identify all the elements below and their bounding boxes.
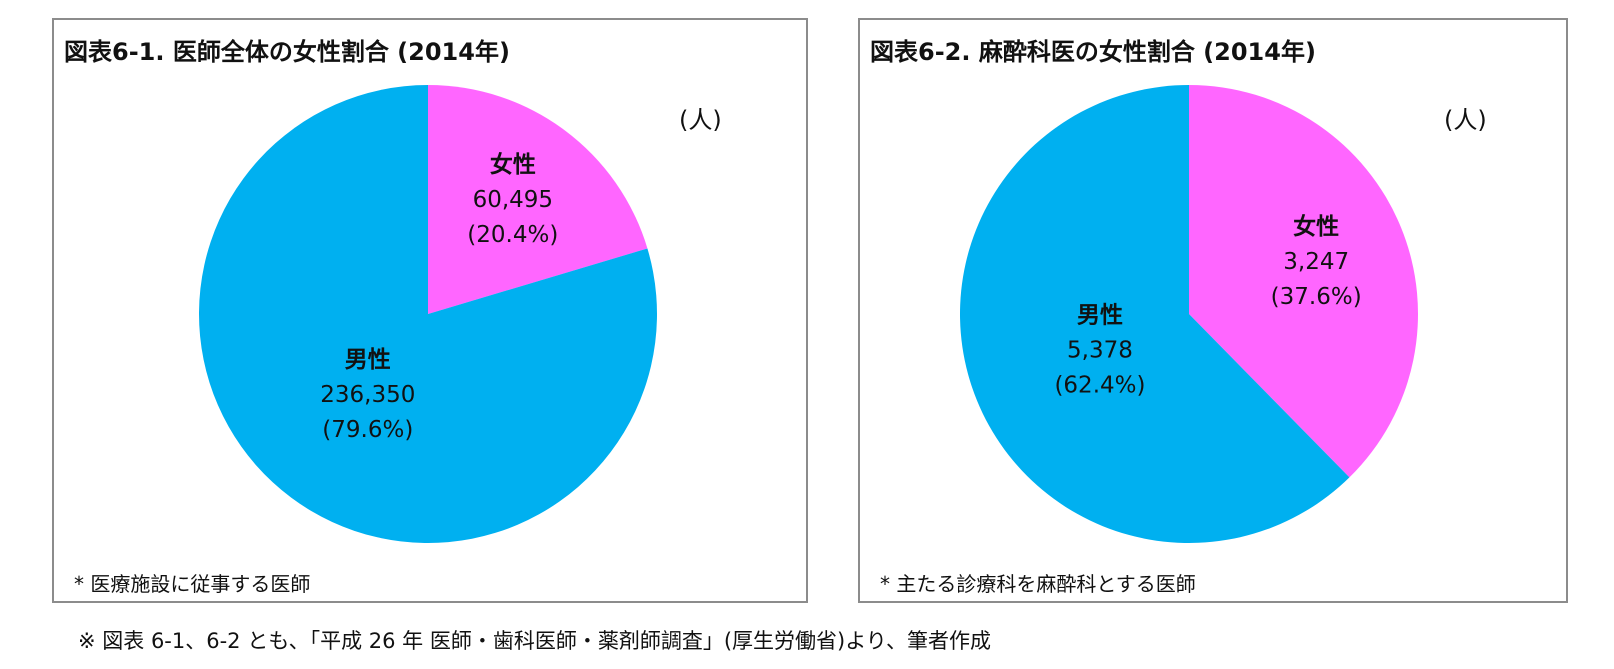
chart-title: 図表6-2. 麻酔科医の女性割合 (2014年)	[870, 38, 1316, 66]
pie-chart-1: 女性 60,495 (20.4%) 男性 236,350 (79.6%)	[199, 85, 657, 543]
slice-name-label: 男性	[1077, 302, 1123, 328]
chart-title: 図表6-1. 医師全体の女性割合 (2014年)	[64, 38, 510, 66]
pie-chart-2: 女性 3,247 (37.6%) 男性 5,378 (62.4%)	[960, 85, 1418, 543]
slice-name-label: 女性	[1293, 213, 1339, 240]
slice-percent-label: (37.6%)	[1271, 284, 1362, 310]
unit-label: (人)	[1444, 106, 1487, 134]
slice-name-label: 男性	[345, 347, 391, 373]
source-footnote: ※ 図表 6-1、6-2 とも、「平成 26 年 医師・歯科医師・薬剤師調査」(…	[78, 629, 991, 653]
chart-panel-2: 女性 3,247 (37.6%) 男性 5,378 (62.4%) 図表6-2. 麻酔科医…	[858, 18, 1568, 603]
pie-slice-male	[960, 85, 1350, 543]
unit-label: (人)	[679, 106, 722, 134]
pie-slice-female	[428, 85, 648, 314]
slice-name-label: 女性	[490, 151, 536, 178]
chart-note: * 主たる診療科を麻酔科とする医師	[880, 572, 1196, 596]
chart-note: * 医療施設に従事する医師	[74, 572, 311, 596]
chart-panel-1: 女性 60,495 (20.4%) 男性 236,350 (79.6%) 図表6-1. 医…	[52, 18, 808, 603]
slice-value-label: 3,247	[1283, 249, 1349, 275]
slice-value-label: 60,495	[473, 187, 553, 213]
slice-value-label: 5,378	[1067, 337, 1133, 363]
slice-value-label: 236,350	[320, 382, 415, 408]
slice-percent-label: (79.6%)	[322, 417, 413, 443]
slice-percent-label: (20.4%)	[467, 222, 558, 248]
pie-slice-female	[1189, 85, 1418, 478]
pie-slice-male	[199, 85, 657, 543]
slice-percent-label: (62.4%)	[1054, 372, 1145, 398]
